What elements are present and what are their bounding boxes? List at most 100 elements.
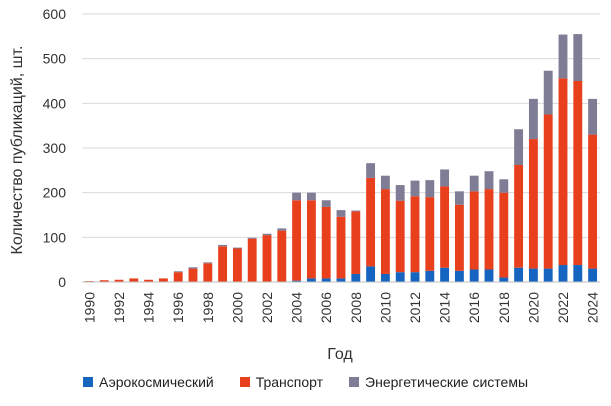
bar-segment-1993-s1 <box>129 278 139 282</box>
bar-segment-2013-s2 <box>425 180 435 198</box>
bar-segment-2018-s1 <box>499 192 509 278</box>
bar-segment-2006-s0 <box>321 278 331 282</box>
bar-segment-2023-s0 <box>573 265 583 282</box>
bar-segment-2014-s1 <box>440 186 450 268</box>
x-tick-label: 2012 <box>407 292 423 323</box>
bar-segment-2011-s1 <box>395 200 405 273</box>
bar-segment-2001-s1 <box>247 238 257 282</box>
bar-segment-1991-s1 <box>99 280 109 282</box>
bar-segment-2021-s0 <box>543 268 553 282</box>
grid-lines <box>82 13 600 238</box>
bar-segment-2008-s2 <box>351 210 361 212</box>
x-tick-label: 2004 <box>289 292 305 323</box>
bar-segment-2017-s0 <box>484 269 494 282</box>
bar-segment-2019-s0 <box>514 267 524 282</box>
legend-swatch-transport <box>239 377 250 387</box>
bar-segment-2016-s2 <box>469 175 479 192</box>
x-tick-label: 1990 <box>81 292 97 323</box>
bar-segment-2000-s1 <box>232 248 242 282</box>
y-tick-label: 0 <box>58 274 66 290</box>
bar-segment-2005-s0 <box>306 278 316 282</box>
bar-segment-2006-s2 <box>321 200 331 207</box>
bar-segment-2021-s2 <box>543 70 553 115</box>
bar-segment-1997-s2 <box>188 267 198 269</box>
legend-item-transport: Транспорт <box>239 374 324 390</box>
bar-segment-1997-s1 <box>188 268 198 282</box>
bar-segment-2003-s1 <box>277 230 287 282</box>
bar-segment-1999-s1 <box>218 246 228 282</box>
y-tick-label: 600 <box>43 6 67 22</box>
x-axis-label: Год <box>327 346 353 363</box>
bar-segment-1999-s2 <box>218 244 228 247</box>
bar-segment-2012-s0 <box>410 272 420 282</box>
legend: Аэрокосмический Транспорт Энергетические… <box>0 372 611 392</box>
bar-segment-2009-s1 <box>366 177 376 267</box>
bar-segment-1994-s1 <box>144 279 154 282</box>
x-axis-ticks: 1990 1992 1994 1996 1998 2000 2002 2004 2006 2008… <box>81 292 600 323</box>
bar-segment-2000-s2 <box>232 247 242 249</box>
bar-segment-2007-s0 <box>336 278 346 282</box>
bar-segment-2021-s1 <box>543 114 553 269</box>
legend-label-transport: Транспорт <box>255 374 324 390</box>
y-axis-label: Количество публикаций, шт. <box>9 46 26 255</box>
bar-segment-2008-s1 <box>351 211 361 274</box>
bar-segment-2004-s2 <box>292 192 302 201</box>
bars <box>84 34 598 282</box>
x-tick-label: 2010 <box>377 292 393 323</box>
bar-segment-2019-s2 <box>514 129 524 165</box>
x-tick-label: 2018 <box>496 292 512 323</box>
bar-segment-2022-s2 <box>558 34 568 79</box>
bar-segment-2019-s1 <box>514 164 524 268</box>
bar-segment-2020-s0 <box>528 268 538 282</box>
bar-segment-2010-s0 <box>380 273 390 282</box>
bar-segment-2002-s1 <box>262 235 272 282</box>
bar-segment-1992-s1 <box>114 279 124 282</box>
bar-segment-2020-s2 <box>528 98 538 140</box>
y-tick-label: 300 <box>43 140 67 156</box>
bar-segment-2015-s0 <box>454 270 464 282</box>
bar-segment-2012-s1 <box>410 196 420 273</box>
bar-segment-2024-s0 <box>588 268 598 282</box>
legend-label-aerospace: Аэрокосмический <box>98 374 214 390</box>
bar-segment-2004-s0 <box>292 280 302 282</box>
x-tick-label: 2002 <box>259 292 275 323</box>
bar-segment-1996-s2 <box>173 271 183 273</box>
y-axis-ticks: 0 100 200 300 400 500 600 <box>43 6 67 290</box>
bar-segment-2002-s2 <box>262 233 272 236</box>
y-tick-label: 200 <box>43 185 67 201</box>
x-tick-label: 1998 <box>200 292 216 323</box>
y-tick-label: 100 <box>43 229 67 245</box>
bar-segment-2017-s1 <box>484 189 494 270</box>
bar-segment-2018-s2 <box>499 179 509 193</box>
legend-label-energy: Энергетические системы <box>365 374 529 390</box>
bar-segment-2005-s2 <box>306 192 316 201</box>
bar-segment-2006-s1 <box>321 206 331 279</box>
legend-item-aerospace: Аэрокосмический <box>82 374 214 390</box>
x-tick-label: 2006 <box>318 292 334 323</box>
bar-segment-2020-s1 <box>528 139 538 269</box>
bar-segment-2016-s0 <box>469 269 479 282</box>
x-tick-label: 2020 <box>525 292 541 323</box>
bar-segment-2014-s0 <box>440 267 450 282</box>
x-tick-label: 2024 <box>585 292 601 323</box>
bar-segment-2011-s0 <box>395 272 405 282</box>
bar-segment-2009-s0 <box>366 266 376 282</box>
bar-segment-2014-s2 <box>440 169 450 187</box>
bar-segment-1995-s1 <box>158 278 168 282</box>
x-tick-label: 1994 <box>141 292 157 323</box>
x-tick-label: 2000 <box>229 292 245 323</box>
bar-segment-2015-s1 <box>454 204 464 271</box>
bar-segment-2008-s0 <box>351 273 361 282</box>
bar-segment-2007-s1 <box>336 216 346 279</box>
bar-segment-2023-s2 <box>573 34 583 81</box>
bar-segment-2024-s2 <box>588 98 598 135</box>
bar-segment-2005-s1 <box>306 200 316 279</box>
bar-segment-2007-s2 <box>336 210 346 217</box>
x-tick-label: 2022 <box>555 292 571 323</box>
bar-segment-2015-s2 <box>454 191 464 205</box>
legend-swatch-aerospace <box>82 377 93 387</box>
bar-segment-2012-s2 <box>410 180 420 197</box>
x-tick-label: 2016 <box>466 292 482 323</box>
